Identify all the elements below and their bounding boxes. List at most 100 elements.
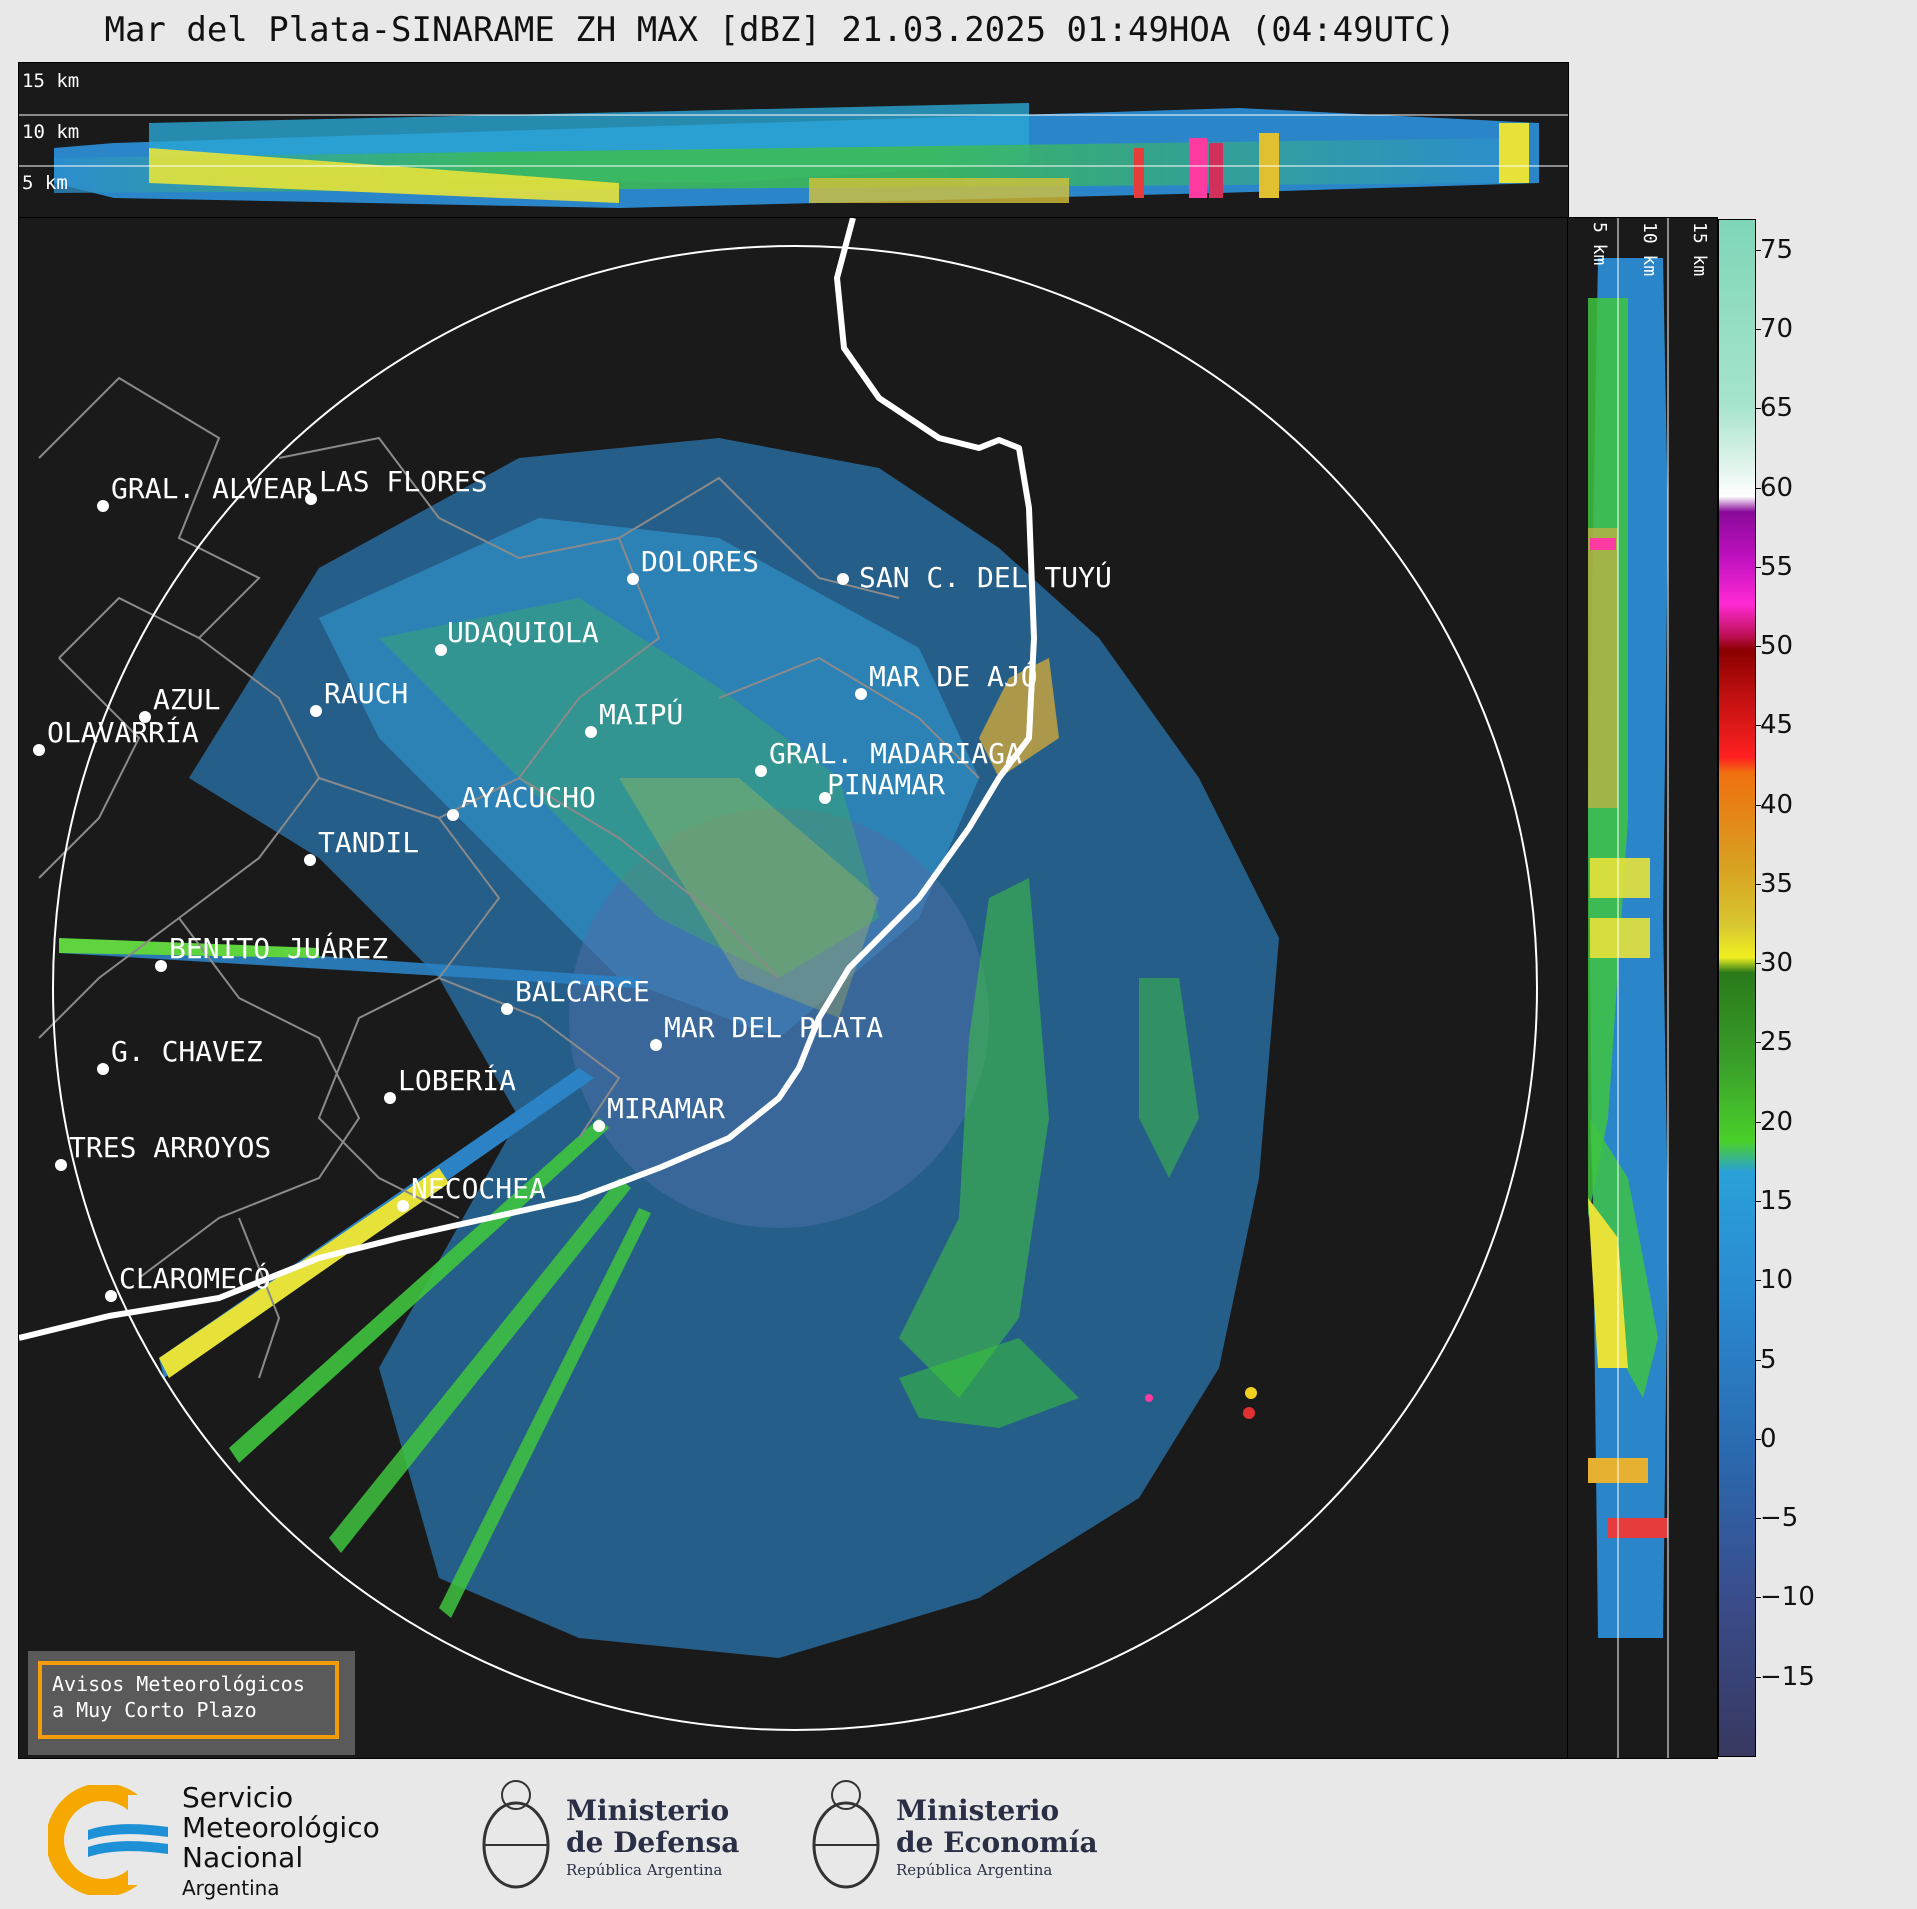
range-ring xyxy=(52,245,1538,1731)
smn-line-4: Argentina xyxy=(182,1876,280,1900)
city-label-necochea: NECOCHEA xyxy=(411,1172,546,1205)
colorbar-tick-label: 60 xyxy=(1754,472,1794,503)
city-label-rauch: RAUCH xyxy=(324,677,408,710)
city-dot-claromeco xyxy=(105,1290,117,1302)
colorbar-tick-label: 35 xyxy=(1754,868,1794,899)
alert-box-inner: Avisos Meteorológicos a Muy Corto Plazo xyxy=(38,1661,339,1739)
city-label-san-c-del-tuyu: SAN C. DEL TUYÚ xyxy=(859,560,1112,594)
colorbar-tick-label: 0 xyxy=(1755,1423,1777,1454)
city-label-benito-juarez: BENITO JUÁREZ xyxy=(169,931,388,965)
economia-line-3: República Argentina xyxy=(896,1861,1053,1879)
city-label-dolores: DOLORES xyxy=(641,545,759,578)
city-label-ayacucho: AYACUCHO xyxy=(461,781,596,814)
radar-echo-layer xyxy=(59,438,1279,1658)
city-dot-gral-madariaga xyxy=(755,765,767,777)
city-label-miramar: MIRAMAR xyxy=(607,1092,725,1125)
city-dot-ayacucho xyxy=(447,809,459,821)
city-label-mar-de-ajo: MAR DE AJÓ xyxy=(869,659,1038,693)
city-label-mar-del-plata: MAR DEL PLATA xyxy=(664,1011,883,1044)
right-height-label-5: 5 km xyxy=(1589,222,1610,265)
right-height-label-10: 10 km xyxy=(1639,222,1660,276)
right-cross-section-svg: 5 km 10 km 15 km xyxy=(1588,218,1710,1758)
footer-logos: Servicio Meteorológico Nacional Argentin… xyxy=(0,1765,1917,1909)
city-label-pinamar: PINAMAR xyxy=(827,768,945,801)
defensa-line-2: de Defensa xyxy=(566,1826,740,1859)
city-label-gral-madariaga: GRAL. MADARIAGA xyxy=(769,737,1022,770)
colorbar-tick-label: 65 xyxy=(1754,393,1794,424)
city-label-maipu: MAIPÚ xyxy=(599,697,683,731)
city-dot-pinamar xyxy=(819,792,831,804)
city-label-g-chavez: G. CHAVEZ xyxy=(111,1035,263,1068)
city-label-gral-alvear: GRAL. ALVEAR xyxy=(111,472,313,505)
colorbar-tick-label: 40 xyxy=(1754,789,1794,820)
radar-map-panel: GRAL. ALVEAR LAS FLORES DOLORES SAN C. D… xyxy=(18,217,1569,1759)
city-markers: GRAL. ALVEAR LAS FLORES DOLORES SAN C. D… xyxy=(33,465,1112,1302)
top-height-label-5: 5 km xyxy=(22,172,68,194)
smn-line-3: Nacional xyxy=(182,1841,304,1874)
colorbar-tick-label: −10 xyxy=(1755,1582,1815,1613)
city-dot-gral-alvear xyxy=(97,500,109,512)
top-height-label-15: 15 km xyxy=(22,70,79,92)
city-dot-azul xyxy=(139,711,151,723)
top-cross-section-svg: 15 km 10 km 5 km xyxy=(19,70,1568,208)
economia-line-1: Ministerio xyxy=(896,1794,1060,1827)
smn-line-2: Meteorológico xyxy=(182,1811,380,1844)
city-dot-mar-del-plata xyxy=(650,1039,662,1051)
city-dot-loberia xyxy=(384,1092,396,1104)
alert-line-2: a Muy Corto Plazo xyxy=(52,1698,257,1722)
city-dot-olavarria xyxy=(33,744,45,756)
city-dot-maipu xyxy=(585,726,597,738)
city-label-udaquiola: UDAQUIOLA xyxy=(447,616,599,649)
colorbar-tick-label: 20 xyxy=(1754,1106,1794,1137)
economia-line-2: de Economía xyxy=(896,1826,1098,1859)
colorbar-tick-label: 25 xyxy=(1754,1027,1794,1058)
city-dot-mar-de-ajo xyxy=(855,688,867,700)
colorbar-tick-label: 45 xyxy=(1754,710,1794,741)
colorbar-tick-label: 10 xyxy=(1754,1265,1794,1296)
city-dot-rauch xyxy=(310,705,322,717)
top-height-label-10: 10 km xyxy=(22,121,79,143)
colorbar-tick-label: 50 xyxy=(1754,631,1794,662)
alert-box[interactable]: Avisos Meteorológicos a Muy Corto Plazo xyxy=(28,1651,355,1755)
city-dot-g-chavez xyxy=(97,1063,109,1075)
colorbar-tick-label: 30 xyxy=(1754,948,1794,979)
city-dot-udaquiola xyxy=(435,644,447,656)
economia-emblem-icon xyxy=(812,1780,880,1889)
smn-text: Servicio Meteorológico Nacional Argentin… xyxy=(182,1783,380,1903)
district-boundaries xyxy=(38,376,980,1379)
economia-text: Ministerio de Economía República Argenti… xyxy=(896,1795,1098,1881)
city-label-claromeco: CLAROMECÓ xyxy=(119,1261,271,1295)
smn-line-1: Servicio xyxy=(182,1781,294,1814)
city-dot-las-flores xyxy=(305,493,317,505)
city-dot-tandil xyxy=(304,854,316,866)
defensa-text: Ministerio de Defensa República Argentin… xyxy=(566,1795,739,1881)
page-title: Mar del Plata-SINARAME ZH MAX [dBZ] 21.0… xyxy=(104,10,1456,50)
top-cross-section-panel: 15 km 10 km 5 km xyxy=(18,62,1569,219)
dbz-colorbar xyxy=(1718,219,1756,1757)
city-label-balcarce: BALCARCE xyxy=(515,975,650,1008)
city-dot-necochea xyxy=(397,1200,409,1212)
city-label-tres-arroyos: TRES ARROYOS xyxy=(69,1131,271,1164)
radar-map-svg: GRAL. ALVEAR LAS FLORES DOLORES SAN C. D… xyxy=(19,218,1538,1731)
city-label-azul: AZUL xyxy=(153,683,220,716)
city-dot-tres-arroyos xyxy=(55,1159,67,1171)
city-label-tandil: TANDIL xyxy=(318,826,419,859)
alert-line-1: Avisos Meteorológicos xyxy=(52,1672,305,1696)
colorbar-tick-label: 15 xyxy=(1754,1186,1794,1217)
coastline xyxy=(19,218,1037,1341)
colorbar-tick-label: 70 xyxy=(1754,313,1794,344)
city-label-loberia: LOBERÍA xyxy=(398,1063,516,1097)
colorbar-tick-label: 5 xyxy=(1755,1344,1777,1375)
city-dot-dolores xyxy=(627,573,639,585)
colorbar-tick-label: −15 xyxy=(1755,1661,1815,1692)
right-cross-section-panel: 5 km 10 km 15 km xyxy=(1567,217,1718,1759)
city-dot-benito-juarez xyxy=(155,960,167,972)
colorbar-tick-label: −5 xyxy=(1754,1503,1799,1534)
city-label-las-flores: LAS FLORES xyxy=(319,465,488,498)
city-label-olavarria: OLAVARRÍA xyxy=(47,715,199,749)
city-dot-balcarce xyxy=(501,1003,513,1015)
city-dot-miramar xyxy=(593,1120,605,1132)
smn-logo-icon xyxy=(48,1785,178,1895)
colorbar-tick-label: 75 xyxy=(1754,234,1794,265)
defensa-line-3: República Argentina xyxy=(566,1861,723,1879)
